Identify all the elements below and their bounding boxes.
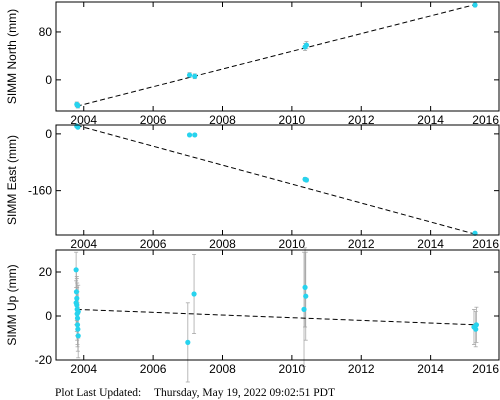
up-y-tick-label: 0 <box>45 309 52 323</box>
up-data-point <box>73 289 80 295</box>
up-y-axis: -20 0 20 <box>35 265 499 367</box>
footer: Plot Last Updated: Thursday, May 19, 202… <box>55 387 335 399</box>
east-data-point <box>186 132 193 138</box>
up-data-point <box>75 326 81 332</box>
east-x-tick-label: 2010 <box>279 237 306 251</box>
north-x-tick-label: 2010 <box>279 113 306 127</box>
north-plot-frame <box>55 1 500 112</box>
east-y-tick-label: 0 <box>45 127 52 141</box>
east-plot-frame <box>55 124 500 236</box>
east-x-tick-label: 2016 <box>472 237 499 251</box>
east-points <box>74 123 478 236</box>
up-panel: 2004 2006 2008 2010 2012 2014 2016 -20 0 20 SIMM… <box>5 247 500 383</box>
up-trend-layer <box>76 308 476 326</box>
north-y-tick-label: 80 <box>39 25 53 39</box>
up-data-point <box>73 300 79 306</box>
north-data-point <box>75 103 81 109</box>
north-points <box>74 2 478 109</box>
north-trend-line <box>76 3 476 107</box>
north-data-point <box>472 2 478 8</box>
up-x-tick-label: 2008 <box>209 362 236 376</box>
footer-timestamp: Thursday, May 19, 2022 09:02:51 PDT <box>154 387 335 399</box>
north-x-tick-label: 2014 <box>417 113 444 127</box>
up-plot-frame <box>55 249 500 361</box>
east-y-tick-label: -160 <box>28 184 52 198</box>
east-x-tick-label: 2014 <box>417 237 444 251</box>
east-x-tick-label: 2012 <box>348 237 375 251</box>
east-y-axis-label: SIMM East (mm) <box>5 135 19 225</box>
up-data-point <box>74 295 80 301</box>
up-x-tick-label: 2014 <box>417 362 444 376</box>
east-data-point <box>303 177 310 183</box>
north-x-tick-label: 2012 <box>348 113 375 127</box>
east-data-point <box>192 132 198 138</box>
up-data-point <box>473 322 480 328</box>
east-trend-line <box>76 124 476 235</box>
up-data-point <box>191 291 197 297</box>
up-data-point <box>303 293 309 299</box>
up-x-tick-label: 2006 <box>140 362 167 376</box>
up-data-point <box>473 326 479 332</box>
up-x-tick-label: 2016 <box>472 362 499 376</box>
east-y-axis: 0 -160 <box>28 127 499 198</box>
north-y-axis: 0 80 <box>39 25 499 87</box>
north-data-point <box>186 72 193 78</box>
east-x-axis: 2004 2006 2008 2010 2012 2014 2016 <box>70 125 500 251</box>
up-x-axis: 2004 2006 2008 2010 2012 2014 2016 <box>70 250 500 376</box>
north-x-tick-label: 2008 <box>209 113 236 127</box>
north-y-tick-label: 0 <box>45 73 52 87</box>
north-y-axis-label: SIMM North (mm) <box>5 9 19 104</box>
north-errorbars <box>74 2 478 109</box>
north-data-point <box>303 42 310 48</box>
up-points <box>73 267 480 345</box>
north-trend-layer <box>76 3 476 107</box>
north-x-axis: 2004 2006 2008 2010 2012 2014 2016 <box>70 2 500 127</box>
east-panel: 2004 2006 2008 2010 2012 2014 2016 0 -160 SIMM … <box>5 123 500 251</box>
up-data-point <box>185 339 191 345</box>
east-trend-layer <box>76 124 476 235</box>
up-x-tick-label: 2012 <box>348 362 375 376</box>
up-y-tick-label: -20 <box>35 353 53 367</box>
up-data-point <box>301 306 307 312</box>
up-data-point <box>74 322 81 328</box>
north-data-point <box>192 73 198 79</box>
east-x-tick-label: 2004 <box>70 237 97 251</box>
east-x-tick-label: 2008 <box>209 237 236 251</box>
up-data-point <box>75 333 81 339</box>
up-data-point <box>75 309 81 315</box>
footer-label: Plot Last Updated: <box>55 387 141 399</box>
north-x-tick-label: 2016 <box>472 113 499 127</box>
up-x-tick-label: 2010 <box>279 362 306 376</box>
east-x-tick-label: 2006 <box>140 237 167 251</box>
up-trend-line <box>76 308 476 326</box>
up-data-point <box>74 315 81 321</box>
north-panel: 2004 2006 2008 2010 2012 2014 2016 080 SIMM No… <box>5 1 500 127</box>
up-y-tick-label: 20 <box>39 265 53 279</box>
up-x-tick-label: 2004 <box>70 362 97 376</box>
up-y-axis-label: SIMM Up (mm) <box>5 264 19 345</box>
east-data-point <box>75 124 81 130</box>
up-data-point <box>302 284 308 290</box>
up-data-point <box>73 267 79 273</box>
north-x-tick-label: 2006 <box>140 113 167 127</box>
